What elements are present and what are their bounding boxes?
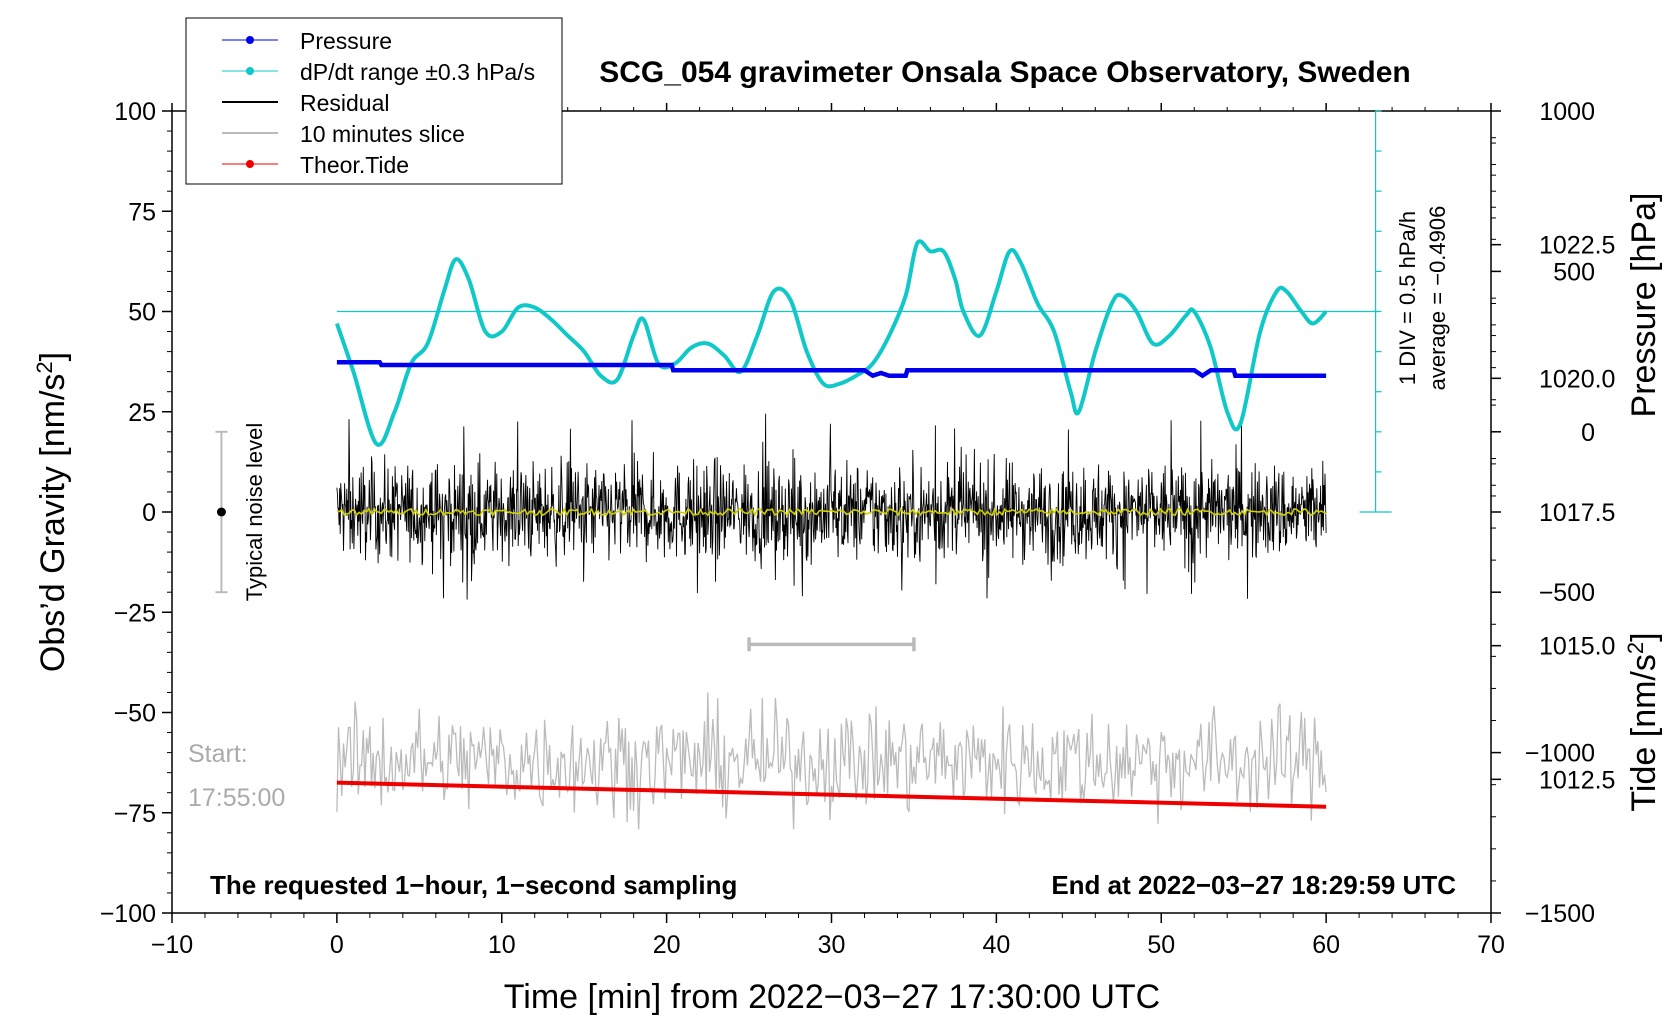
y-axis-label-left-end: ] (34, 352, 72, 361)
y-axis-label-left-main: Obs’d Gravity [nm/s (34, 374, 72, 673)
noise-level-label: Typical noise level (242, 423, 267, 602)
y-axis-label-left-sup: 2 (32, 361, 57, 373)
x-tick-label: 40 (982, 931, 1010, 959)
y-tick-label: 50 (128, 299, 156, 327)
x-tick-label: 50 (1147, 931, 1175, 959)
legend-label-pressure: Pressure (300, 28, 392, 54)
annotation-layer (215, 430, 916, 652)
pressure-average-label: average = −0.4906 (1425, 206, 1450, 391)
y-tick-label: 0 (142, 499, 156, 527)
x-tick-label: 70 (1477, 931, 1505, 959)
footer-left-label: The requested 1−hour, 1−second sampling (210, 870, 737, 900)
tide-tick-label: 1000 (1539, 98, 1595, 126)
tide-tick-label: 0 (1581, 419, 1595, 447)
legend-item-residual: Residual (222, 90, 390, 116)
legend-marker-tide (246, 160, 254, 168)
pressure-tick-label: 1022.5 (1539, 232, 1615, 260)
x-tick-label: 10 (488, 931, 516, 959)
footer-right-label: End at 2022−03−27 18:29:59 UTC (1051, 870, 1456, 900)
y-tick-label: 25 (128, 399, 156, 427)
x-axis-label: Time [min] from 2022−03−27 17:30:00 UTC (504, 978, 1160, 1016)
x-tick-label: 0 (330, 931, 344, 959)
x-tick-label: −10 (151, 931, 193, 959)
tide-tick-label: −1000 (1525, 740, 1595, 768)
tide-tick-label: −1500 (1525, 900, 1595, 928)
noise-level-center-dot (216, 507, 226, 517)
legend: Pressure dP/dt range ±0.3 hPa/s Residual… (185, 17, 563, 185)
start-label: Start: (188, 740, 248, 768)
legend-label-tide: Theor.Tide (300, 152, 409, 178)
legend-item-slice: 10 minutes slice (222, 121, 465, 147)
legend-item-tide: Theor.Tide (222, 152, 409, 178)
y-axis-label-tide-main: Tide [nm/s (1625, 654, 1663, 811)
legend-label-dpdt: dP/dt range ±0.3 hPa/s (300, 59, 535, 85)
legend-marker-dpdt (246, 67, 254, 75)
y-tick-label: −100 (100, 900, 156, 928)
y-tick-label: −50 (114, 700, 156, 728)
y-axis-label-tide-end: ] (1625, 632, 1663, 641)
legend-item-pressure: Pressure (222, 28, 392, 54)
pressure-series-line (336, 360, 1327, 379)
chart-title: SCG_054 gravimeter Onsala Space Observat… (599, 56, 1411, 89)
y-axis-label-tide-sup: 2 (1623, 642, 1648, 654)
residual-smoothed-line (336, 507, 1327, 518)
start-time-label: 17:55:00 (188, 784, 285, 812)
legend-item-dpdt: dP/dt range ±0.3 hPa/s (222, 59, 535, 85)
x-tick-label: 60 (1312, 931, 1340, 959)
pressure-tick-label: 1017.5 (1539, 499, 1615, 527)
series-layer (335, 110, 1392, 830)
tide-tick-label: 500 (1553, 258, 1595, 286)
y-tick-label: −75 (114, 800, 156, 828)
x-tick-label: 20 (653, 931, 681, 959)
tide-tick-label: −500 (1539, 579, 1595, 607)
x-tick-label: 30 (818, 931, 846, 959)
residual-series-line (336, 413, 1327, 600)
legend-label-slice: 10 minutes slice (300, 121, 465, 147)
y-tick-label: −25 (114, 599, 156, 627)
legend-label-residual: Residual (300, 90, 390, 116)
tide-series-line (336, 780, 1327, 809)
pressure-div-label: 1 DIV = 0.5 hPa/h (1395, 211, 1420, 385)
pressure-tick-label: 1020.0 (1539, 365, 1615, 393)
y-axis-label-tide: Tide [nm/s2] (1623, 632, 1664, 811)
y-tick-label: 100 (114, 98, 156, 126)
pressure-tick-label: 1015.0 (1539, 633, 1615, 661)
pressure-tick-label: 1012.5 (1539, 766, 1615, 794)
tick-layer: −10 0 10 20 30 40 50 60 701007550250−25−50−75−10… (100, 98, 1616, 959)
y-axis-label-pressure: Pressure [hPa] (1625, 193, 1663, 418)
slice-series-line (336, 692, 1327, 830)
legend-marker-pressure (246, 36, 254, 44)
y-tick-label: 75 (128, 198, 156, 226)
y-axis-label-left: Obs’d Gravity [nm/s2] (32, 352, 73, 672)
